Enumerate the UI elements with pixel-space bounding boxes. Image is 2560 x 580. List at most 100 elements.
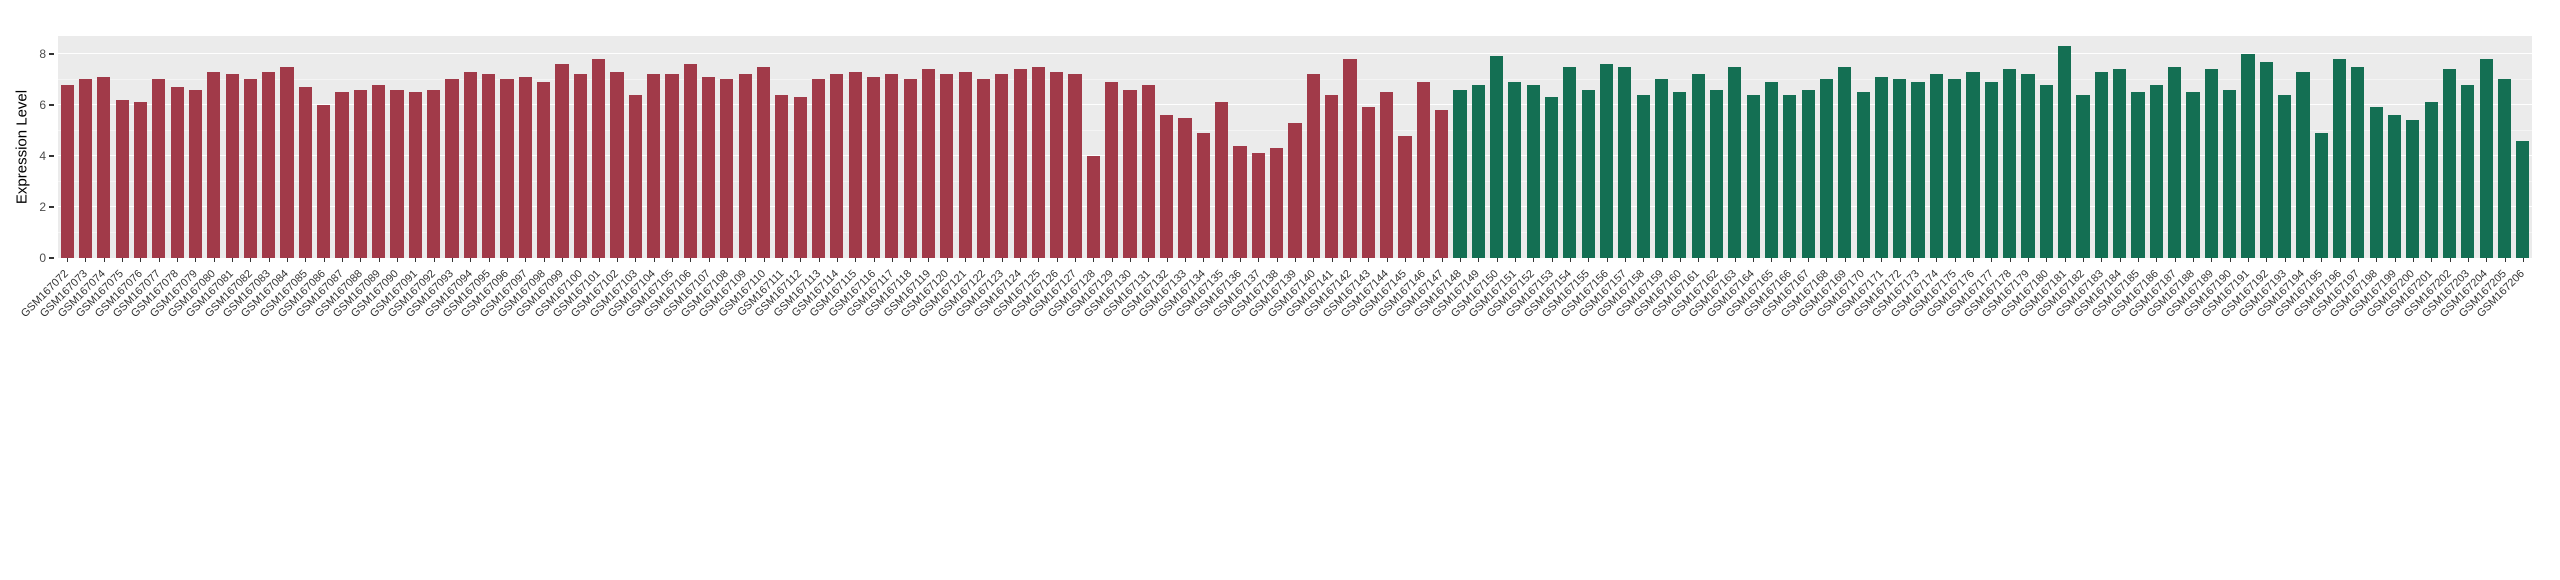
bar: [463, 71, 477, 258]
x-tick-mark: [543, 258, 545, 262]
x-tick-mark: [2376, 258, 2378, 262]
x-tick-mark: [2064, 258, 2066, 262]
y-tick-label: 4: [39, 148, 46, 163]
x-tick-mark: [2394, 258, 2396, 262]
x-tick-mark: [1001, 258, 1003, 262]
bar: [1728, 66, 1742, 258]
x-tick-mark: [1624, 258, 1626, 262]
bar: [152, 79, 166, 258]
x-tick-mark: [1111, 258, 1113, 262]
bar: [1764, 81, 1779, 258]
x-tick-mark: [946, 258, 948, 262]
x-tick-mark: [818, 258, 820, 262]
bar: [866, 76, 881, 258]
bar: [1636, 94, 1650, 258]
x-tick-mark: [1404, 258, 1406, 262]
x-tick-mark: [671, 258, 673, 262]
bar: [445, 79, 459, 258]
bar: [1453, 89, 1467, 258]
x-tick-mark: [1661, 258, 1663, 262]
x-tick-mark: [1606, 258, 1608, 262]
x-tick-mark: [250, 258, 252, 262]
x-tick-mark: [1331, 258, 1333, 262]
x-tick-mark: [1093, 258, 1095, 262]
x-tick-mark: [1075, 258, 1077, 262]
x-tick-mark: [1038, 258, 1040, 262]
x-tick-mark: [2137, 258, 2139, 262]
bar: [2021, 74, 2035, 258]
bar: [2516, 140, 2530, 258]
bar: [2131, 92, 2145, 258]
bar: [408, 92, 422, 258]
x-tick-mark: [1643, 258, 1645, 262]
bar: [830, 74, 844, 258]
bar: [353, 89, 367, 258]
x-tick-mark: [745, 258, 747, 262]
x-tick-mark: [1166, 258, 1168, 262]
x-tick-mark: [2284, 258, 2286, 262]
x-tick-mark: [580, 258, 582, 262]
bar: [738, 74, 752, 258]
bar: [2387, 115, 2402, 258]
y-tick-label: 2: [39, 199, 46, 214]
bar: [2168, 66, 2182, 258]
bar: [885, 74, 899, 258]
bar: [1380, 92, 1394, 258]
bar: [1673, 92, 1687, 258]
x-tick-mark: [2028, 258, 2030, 262]
x-tick-mark: [67, 258, 69, 262]
bar: [2314, 133, 2328, 258]
bar: [280, 66, 294, 258]
bar: [921, 69, 936, 258]
x-tick-mark: [1349, 258, 1351, 262]
bar: [1654, 79, 1669, 258]
bar: [1068, 74, 1082, 258]
bar: [390, 89, 404, 258]
bar: [573, 74, 587, 258]
y-tick-label: 8: [39, 46, 46, 61]
x-axis-ticks: [58, 258, 2532, 263]
y-tick-label: 6: [39, 97, 46, 112]
bar: [2369, 107, 2383, 258]
y-tick-mark: [49, 257, 54, 259]
x-tick-mark: [452, 258, 453, 262]
bar: [2259, 61, 2273, 258]
x-tick-mark: [1533, 258, 1535, 262]
x-tick-mark: [910, 258, 912, 262]
x-tick-mark: [268, 258, 270, 262]
bar: [2223, 89, 2237, 258]
x-tick-mark: [1789, 258, 1791, 262]
x-tick-mark: [2431, 258, 2433, 262]
x-tick-mark: [2247, 258, 2249, 262]
bar: [1801, 89, 1815, 258]
bar: [1031, 66, 1046, 258]
x-tick-mark: [103, 258, 105, 262]
bar: [2461, 84, 2475, 258]
bar: [518, 76, 532, 258]
x-tick-mark: [1954, 258, 1956, 262]
bar: [1508, 81, 1522, 258]
x-tick-mark: [873, 258, 875, 262]
x-tick-mark: [690, 258, 692, 262]
x-tick-mark: [2321, 258, 2323, 262]
bar: [1966, 71, 1980, 258]
x-tick-mark: [1459, 258, 1461, 262]
bar: [2332, 59, 2347, 258]
bar: [2351, 66, 2365, 258]
x-tick-mark: [433, 258, 435, 262]
bar: [207, 71, 221, 258]
bar: [2479, 59, 2493, 258]
x-tick-mark: [891, 258, 893, 262]
x-tick-mark: [2467, 258, 2469, 262]
x-tick-mark: [488, 258, 490, 262]
x-tick-mark: [2357, 258, 2359, 262]
bar: [683, 64, 697, 258]
bar: [2039, 84, 2053, 258]
x-tick-mark: [1148, 258, 1150, 262]
bar: [976, 79, 991, 258]
x-tick-mark: [506, 258, 508, 262]
bar: [1893, 79, 1907, 258]
bar: [1819, 79, 1834, 258]
bar: [940, 74, 954, 258]
